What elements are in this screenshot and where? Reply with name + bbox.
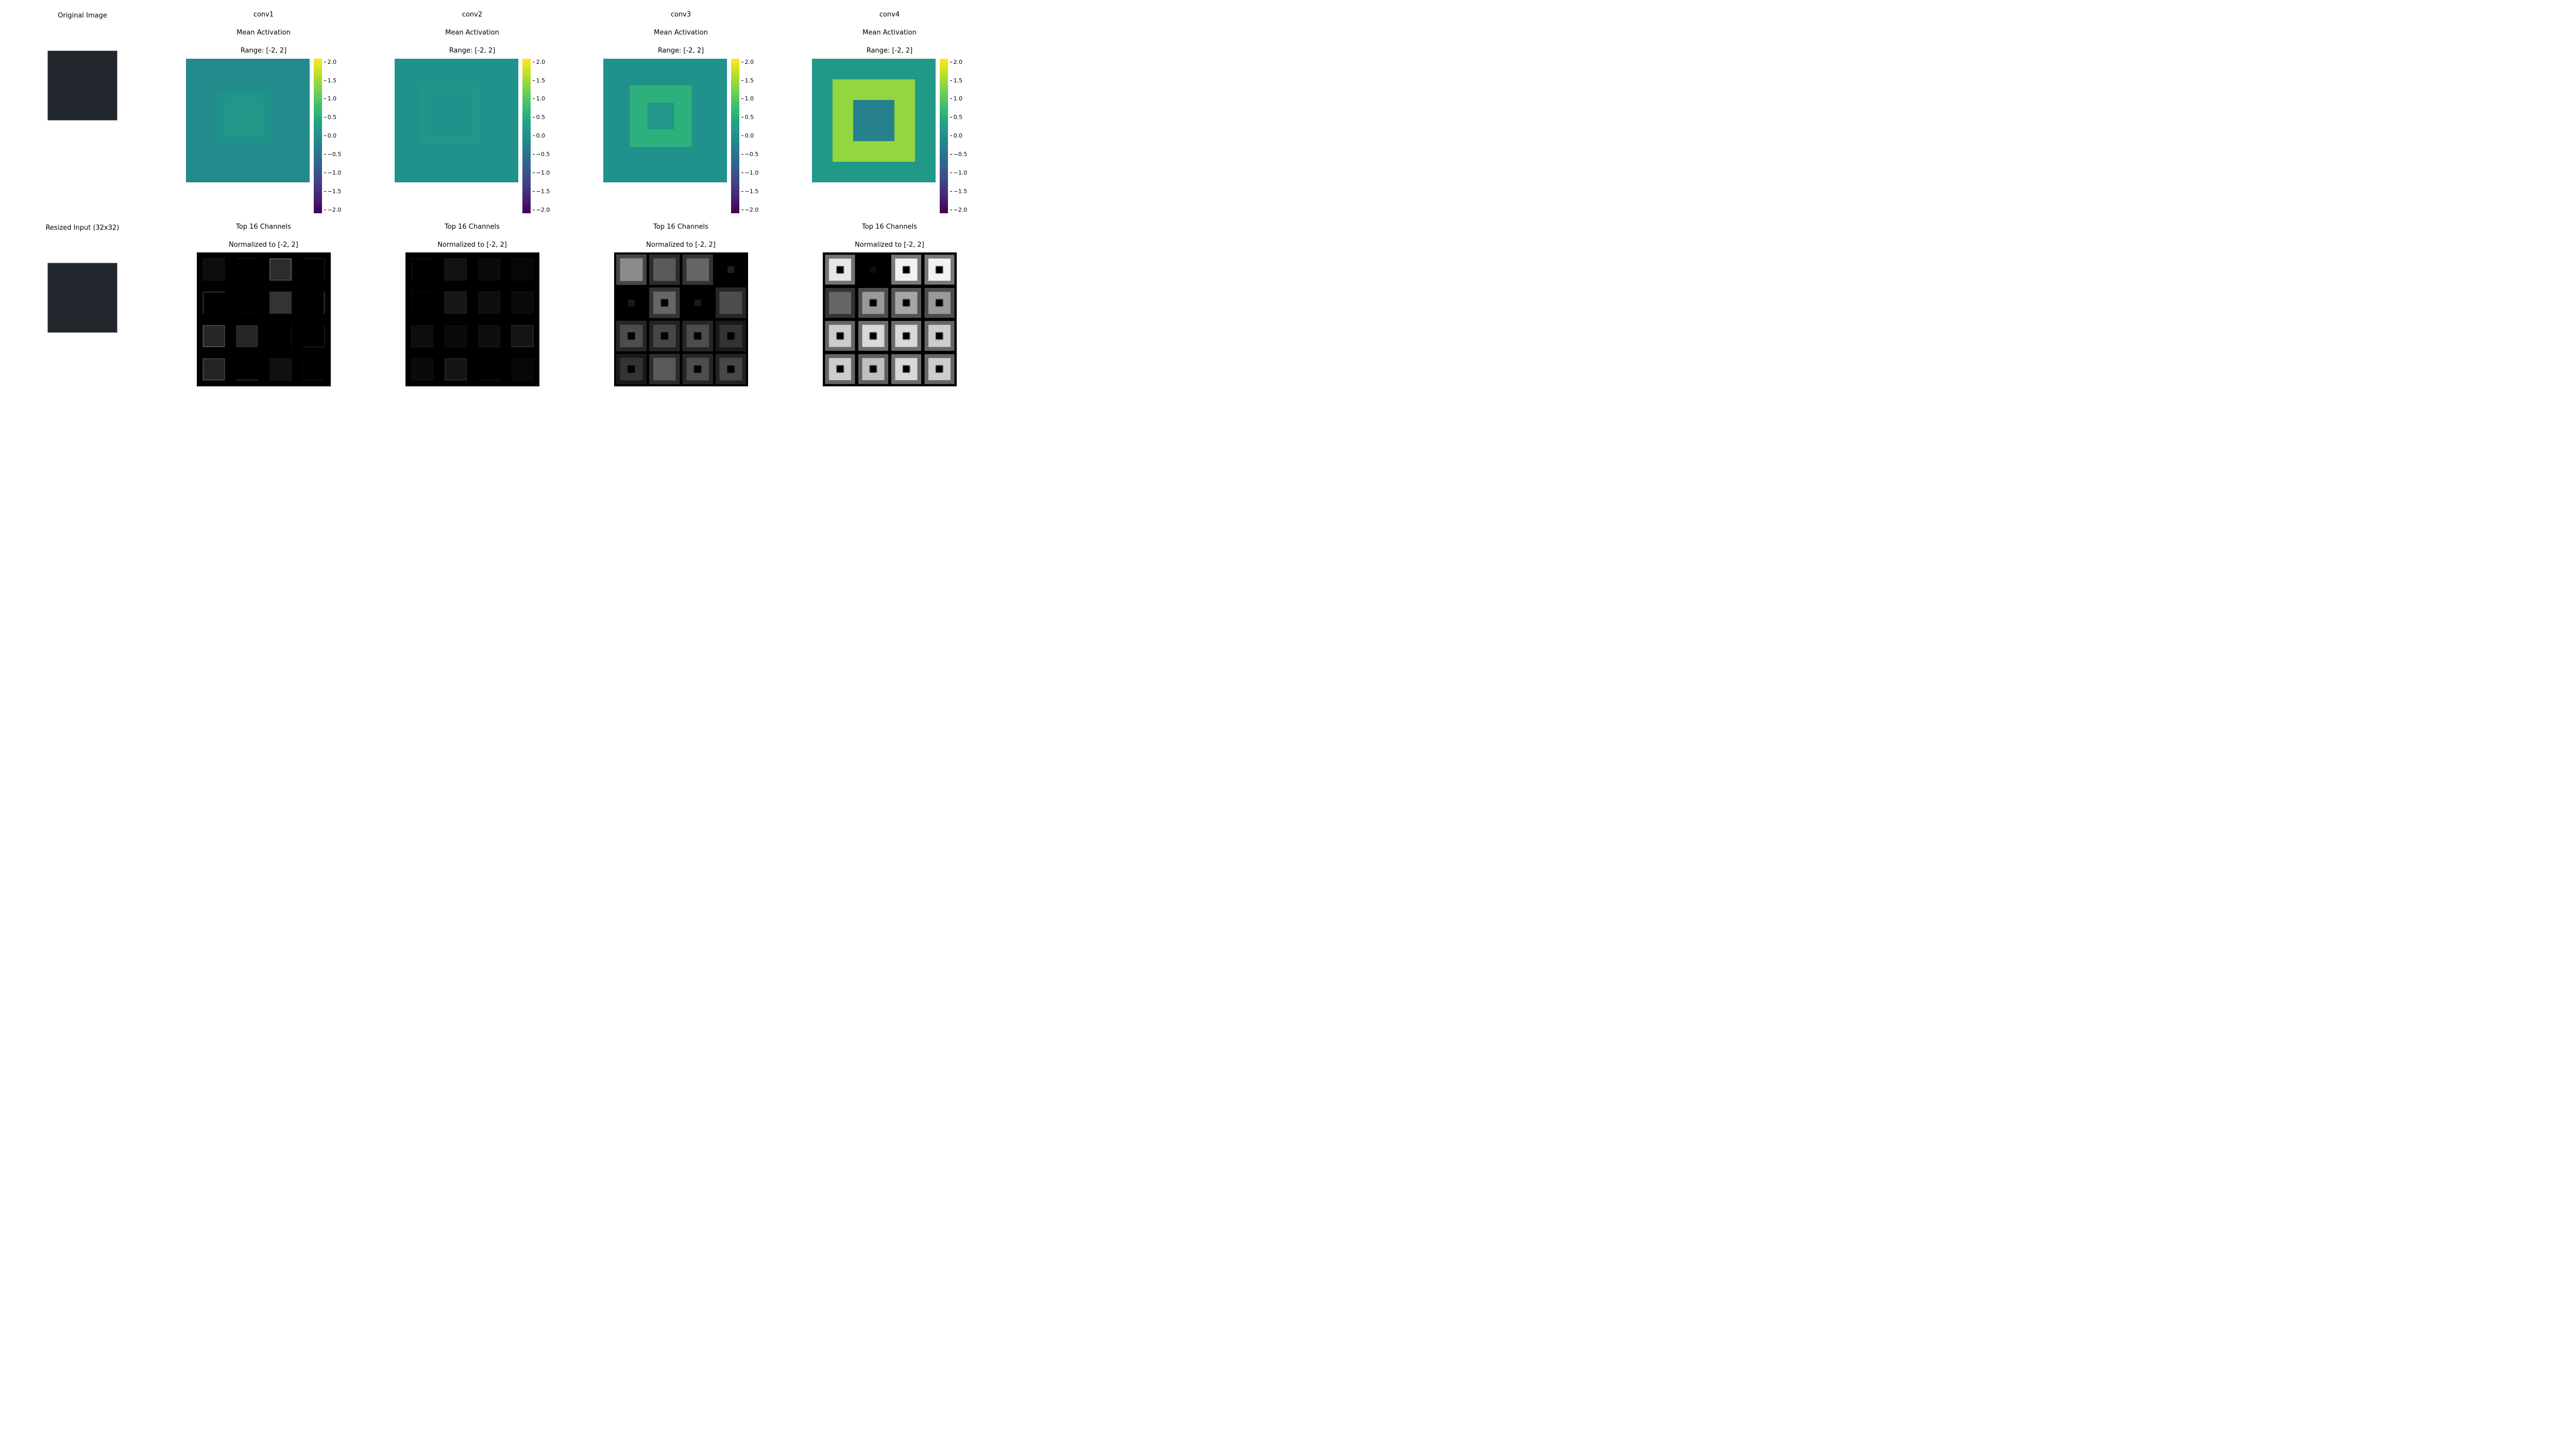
colorbar-tick: −1.5 xyxy=(950,188,968,195)
colorbar-tick: −0.5 xyxy=(533,151,550,158)
colorbar-tick: 1.0 xyxy=(950,95,968,102)
title-conv2: conv2 Mean Activation Range: [-2, 2] xyxy=(445,10,499,56)
t1: conv2 xyxy=(445,10,499,20)
channels-conv3 xyxy=(614,252,748,386)
heatmap-conv2 xyxy=(395,59,518,182)
title-conv1: conv1 Mean Activation Range: [-2, 2] xyxy=(236,10,291,56)
colorbar-tick: −0.5 xyxy=(324,151,342,158)
colorbar-tick: −0.5 xyxy=(741,151,759,158)
panel-original-image: Original Image xyxy=(10,10,155,213)
t2: Normalized to [-2, 2] xyxy=(437,241,507,250)
panel-conv2-channels: Top 16 Channels Normalized to [-2, 2] xyxy=(372,223,572,387)
colorbar-tick: −1.0 xyxy=(950,169,968,176)
t1: conv3 xyxy=(654,10,708,20)
colorbar-tick: 2.0 xyxy=(324,59,342,65)
colorbar-tick: −1.0 xyxy=(533,169,550,176)
colorbar-tick: −1.5 xyxy=(533,188,550,195)
colorbar-tick: 1.5 xyxy=(950,77,968,84)
t2: Mean Activation xyxy=(862,28,917,38)
title-text: Resized Input (32x32) xyxy=(46,224,120,233)
plot-wrap: 2.0 1.5 1.0 0.5 0.0 −0.5 −1.0 −1.5 −2.0 xyxy=(186,59,342,213)
colorbar-tick: −1.0 xyxy=(741,169,759,176)
heatmap-conv3 xyxy=(603,59,727,182)
colorbar-tick: −1.0 xyxy=(324,169,342,176)
colorbar-conv4: 2.0 1.5 1.0 0.5 0.0 −0.5 −1.0 −1.5 −2.0 xyxy=(940,59,968,213)
title-text: Original Image xyxy=(58,11,107,21)
panel-conv3-channels: Top 16 Channels Normalized to [-2, 2] xyxy=(581,223,781,387)
panel-conv1-channels: Top 16 Channels Normalized to [-2, 2] xyxy=(164,223,363,387)
colorbar-conv2: 2.0 1.5 1.0 0.5 0.0 −0.5 −1.0 −1.5 −2.0 xyxy=(522,59,550,213)
title-conv3-ch: Top 16 Channels Normalized to [-2, 2] xyxy=(646,223,716,250)
colorbar-tick: 2.0 xyxy=(950,59,968,65)
figure-grid: Original Image conv1 Mean Activation Ran… xyxy=(10,10,989,386)
colorbar-tick: 1.5 xyxy=(533,77,550,84)
colorbar-tick: −2.0 xyxy=(533,207,550,213)
t1: Top 16 Channels xyxy=(229,223,298,232)
colorbar-tick: 1.5 xyxy=(741,77,759,84)
original-image-canvas xyxy=(36,39,129,132)
heatmap-conv4 xyxy=(812,59,936,182)
t2: Normalized to [-2, 2] xyxy=(229,241,298,250)
colorbar-tick: 0.5 xyxy=(741,114,759,121)
colorbar-tick: −2.0 xyxy=(950,207,968,213)
t2: Mean Activation xyxy=(445,28,499,38)
t3: Range: [-2, 2] xyxy=(654,46,708,56)
panel-conv1-mean: conv1 Mean Activation Range: [-2, 2] 2.0… xyxy=(164,10,363,213)
channels-conv1 xyxy=(197,252,331,386)
colorbar-conv3: 2.0 1.5 1.0 0.5 0.0 −0.5 −1.0 −1.5 −2.0 xyxy=(731,59,759,213)
colorbar-tick: 0.5 xyxy=(324,114,342,121)
colorbar-tick: 1.5 xyxy=(324,77,342,84)
colorbar-tick: −0.5 xyxy=(950,151,968,158)
t1: Top 16 Channels xyxy=(437,223,507,232)
title-conv1-ch: Top 16 Channels Normalized to [-2, 2] xyxy=(229,223,298,250)
t1: conv1 xyxy=(236,10,291,20)
title-conv4-ch: Top 16 Channels Normalized to [-2, 2] xyxy=(855,223,924,250)
title-conv3: conv3 Mean Activation Range: [-2, 2] xyxy=(654,10,708,56)
colorbar-tick: 1.0 xyxy=(324,95,342,102)
title-resized: Resized Input (32x32) xyxy=(46,223,120,233)
t1: Top 16 Channels xyxy=(855,223,924,232)
t1: Top 16 Channels xyxy=(646,223,716,232)
panel-conv4-channels: Top 16 Channels Normalized to [-2, 2] xyxy=(790,223,989,387)
colorbar-conv1: 2.0 1.5 1.0 0.5 0.0 −0.5 −1.0 −1.5 −2.0 xyxy=(314,59,342,213)
colorbar-tick: 1.0 xyxy=(533,95,550,102)
title-conv4: conv4 Mean Activation Range: [-2, 2] xyxy=(862,10,917,56)
colorbar-tick: 0.0 xyxy=(324,132,342,139)
t3: Range: [-2, 2] xyxy=(862,46,917,56)
colorbar-tick: 0.5 xyxy=(950,114,968,121)
plot-wrap: 2.0 1.5 1.0 0.5 0.0 −0.5 −1.0 −1.5 −2.0 xyxy=(603,59,759,213)
plot-wrap: 2.0 1.5 1.0 0.5 0.0 −0.5 −1.0 −1.5 −2.0 xyxy=(395,59,550,213)
colorbar-tick: 0.0 xyxy=(950,132,968,139)
channels-conv4 xyxy=(823,252,957,386)
panel-conv2-mean: conv2 Mean Activation Range: [-2, 2] 2.0… xyxy=(372,10,572,213)
colorbar-tick: 0.0 xyxy=(533,132,550,139)
colorbar-tick: −1.5 xyxy=(324,188,342,195)
title-conv2-ch: Top 16 Channels Normalized to [-2, 2] xyxy=(437,223,507,250)
t2: Mean Activation xyxy=(236,28,291,38)
colorbar-tick: −1.5 xyxy=(741,188,759,195)
colorbar-tick: 2.0 xyxy=(533,59,550,65)
colorbar-tick: 0.0 xyxy=(741,132,759,139)
t2: Normalized to [-2, 2] xyxy=(646,241,716,250)
panel-conv3-mean: conv3 Mean Activation Range: [-2, 2] 2.0… xyxy=(581,10,781,213)
t1: conv4 xyxy=(862,10,917,20)
t3: Range: [-2, 2] xyxy=(445,46,499,56)
colorbar-tick: −2.0 xyxy=(324,207,342,213)
panel-resized-input: Resized Input (32x32) xyxy=(10,223,155,387)
t2: Normalized to [-2, 2] xyxy=(855,241,924,250)
colorbar-tick: 0.5 xyxy=(533,114,550,121)
plot-wrap: 2.0 1.5 1.0 0.5 0.0 −0.5 −1.0 −1.5 −2.0 xyxy=(812,59,968,213)
channels-conv2 xyxy=(405,252,539,386)
colorbar-tick: −2.0 xyxy=(741,207,759,213)
colorbar-tick: 2.0 xyxy=(741,59,759,65)
panel-conv4-mean: conv4 Mean Activation Range: [-2, 2] 2.0… xyxy=(790,10,989,213)
resized-image-canvas xyxy=(36,251,129,344)
heatmap-conv1 xyxy=(186,59,310,182)
t2: Mean Activation xyxy=(654,28,708,38)
title-original: Original Image xyxy=(58,10,107,21)
t3: Range: [-2, 2] xyxy=(236,46,291,56)
colorbar-tick: 1.0 xyxy=(741,95,759,102)
